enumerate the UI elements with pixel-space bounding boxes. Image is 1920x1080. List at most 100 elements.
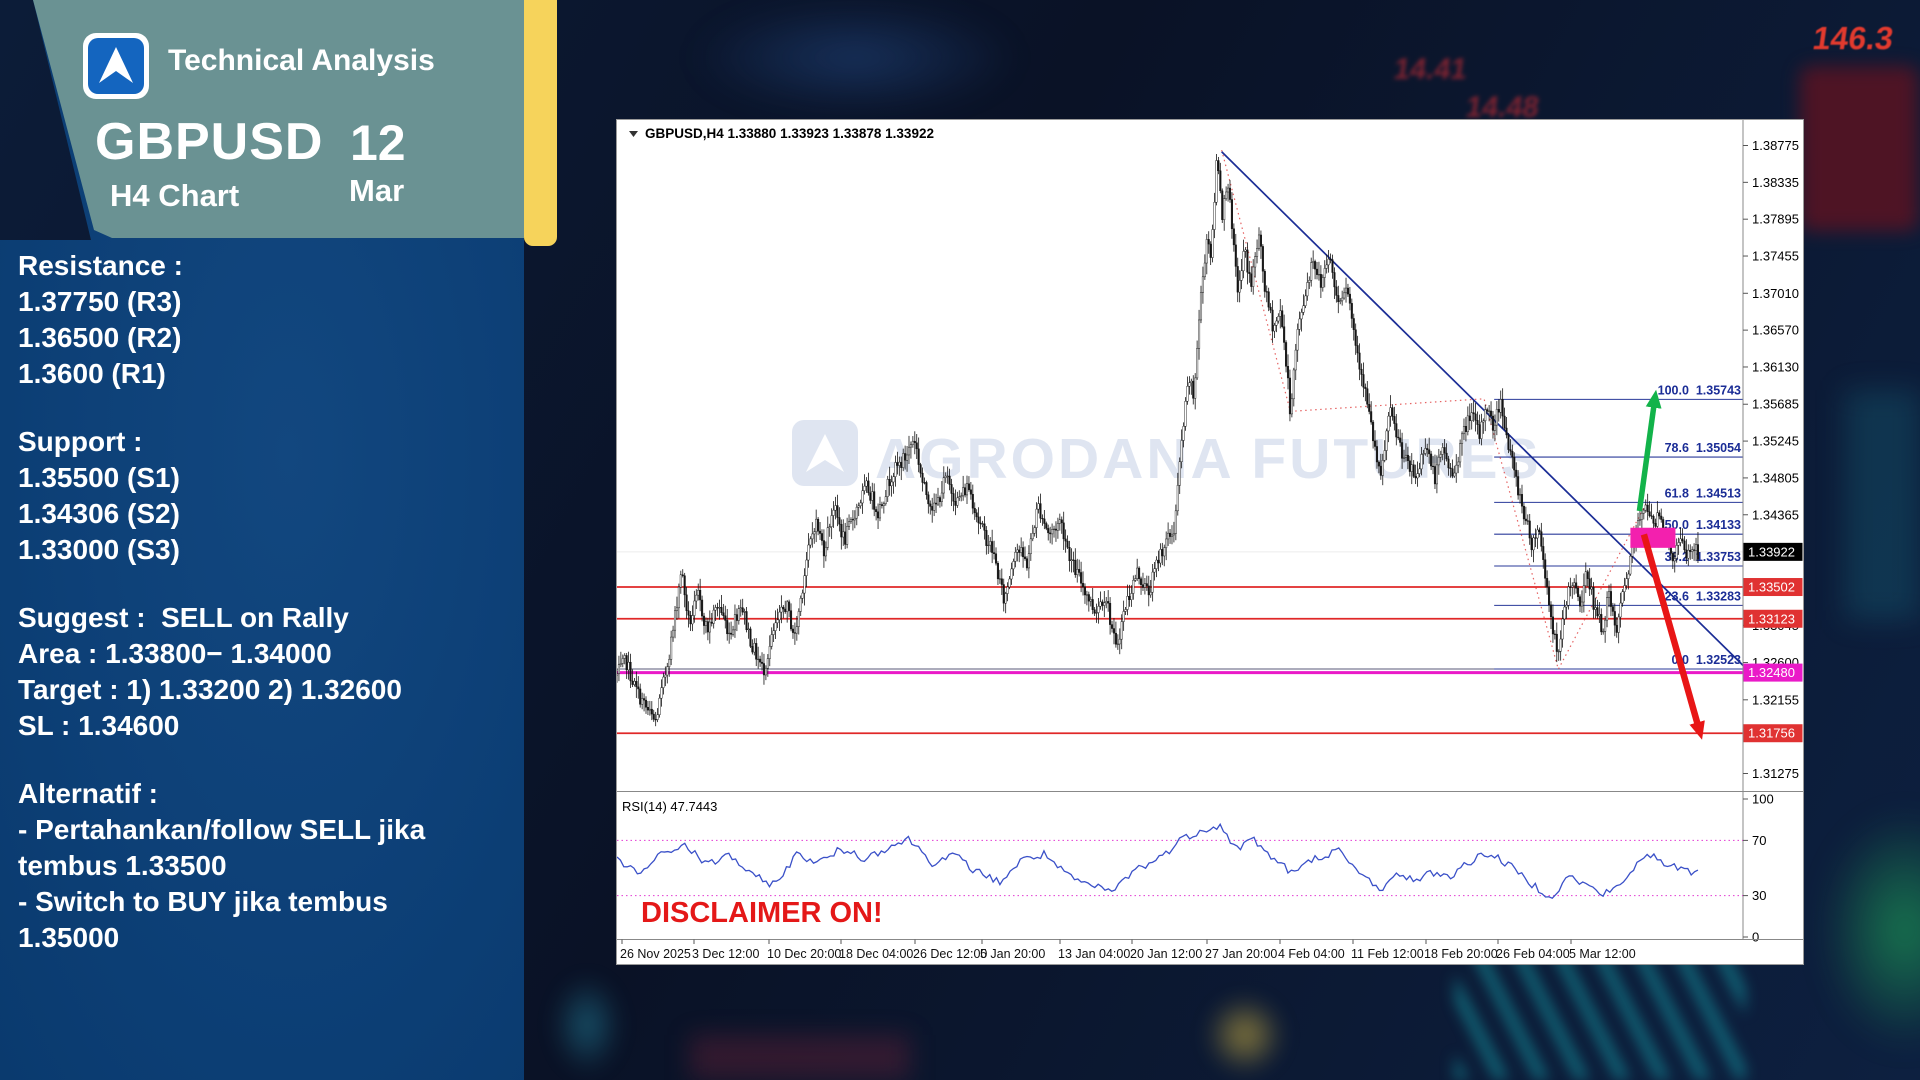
svg-text:1.33922: 1.33922 xyxy=(1748,544,1795,559)
candles xyxy=(617,154,1699,727)
svg-text:27 Jan 20:00: 27 Jan 20:00 xyxy=(1205,947,1277,961)
bg-blue-glow xyxy=(690,0,1020,115)
trading-chart: AGRODANA FUTURES 100.0 1.35743 78.6 1.35054 6… xyxy=(617,120,1803,961)
bull-arrow xyxy=(1636,389,1662,512)
svg-text:1.34133: 1.34133 xyxy=(1696,518,1741,532)
bg-green-glow xyxy=(1820,810,1920,1050)
rsi-label: RSI(14) 47.7443 xyxy=(622,799,717,814)
analysis-line: 1.36500 (R2) xyxy=(18,322,182,353)
pair-title: GBPUSD xyxy=(95,113,324,171)
svg-text:23.6: 23.6 xyxy=(1665,589,1689,603)
timeframe-label: H4 Chart xyxy=(110,178,240,213)
price-plot: AGRODANA FUTURES 100.0 1.35743 78.6 1.35054 6… xyxy=(617,149,1743,740)
svg-text:1.35245: 1.35245 xyxy=(1752,434,1799,449)
brand-title: Technical Analysis xyxy=(168,44,435,77)
svg-text:3 Dec 12:00: 3 Dec 12:00 xyxy=(692,947,759,961)
svg-text:20 Jan 12:00: 20 Jan 12:00 xyxy=(1130,947,1202,961)
svg-text:1.31275: 1.31275 xyxy=(1752,766,1799,781)
price-tag xyxy=(1743,724,1803,743)
resistance-block: Resistance : 1.37750 (R3) 1.36500 (R2) 1.36… xyxy=(18,248,183,392)
svg-text:1.33753: 1.33753 xyxy=(1696,550,1741,564)
svg-text:1.38775: 1.38775 xyxy=(1752,138,1799,153)
svg-text:18 Feb 20:00: 18 Feb 20:00 xyxy=(1424,947,1498,961)
svg-text:1.37455: 1.37455 xyxy=(1752,249,1799,264)
svg-text:1.31756: 1.31756 xyxy=(1748,726,1795,741)
svg-text:13 Jan 04:00: 13 Jan 04:00 xyxy=(1058,947,1130,961)
bg-red-panel-glow xyxy=(1800,66,1918,231)
sell-zone xyxy=(1630,527,1676,548)
svg-text:11 Feb 12:00: 11 Feb 12:00 xyxy=(1351,947,1424,961)
date-day: 12 xyxy=(350,115,406,171)
zigzag-line xyxy=(1221,149,1647,671)
yellow-accent-bar xyxy=(524,0,557,246)
price-tag xyxy=(1743,542,1803,561)
alternatif-block: Alternatif : - Pertahankan/follow SELL ji… xyxy=(18,776,425,956)
analysis-line: 1.33000 (S3) xyxy=(18,534,180,565)
svg-text:1.37010: 1.37010 xyxy=(1752,286,1799,301)
suggest-block: Suggest : SELL on Rally Area : 1.33800− 1… xyxy=(18,600,402,744)
symbol-dropdown-icon[interactable] xyxy=(629,131,638,137)
bg-red-glow-bottom xyxy=(690,1035,910,1080)
price-tag xyxy=(1743,663,1803,682)
svg-text:1.32155: 1.32155 xyxy=(1752,692,1799,707)
svg-text:70: 70 xyxy=(1752,833,1766,848)
svg-text:1.36570: 1.36570 xyxy=(1752,323,1799,338)
bg-cyan-glow xyxy=(552,975,622,1075)
analysis-line: Resistance : xyxy=(18,250,183,281)
price-tag xyxy=(1743,578,1803,597)
svg-text:1.34805: 1.34805 xyxy=(1752,470,1799,485)
analysis-line: tembus 1.33500 xyxy=(18,850,227,881)
analysis-line: Area : 1.33800− 1.34000 xyxy=(18,638,332,669)
svg-text:1.36130: 1.36130 xyxy=(1752,359,1799,374)
svg-text:1.32523: 1.32523 xyxy=(1696,653,1741,667)
svg-text:26 Nov 2025: 26 Nov 2025 xyxy=(620,947,691,961)
svg-text:1.34365: 1.34365 xyxy=(1752,507,1799,522)
analysis-line: 1.35000 xyxy=(18,922,120,953)
svg-text:26 Feb 04:00: 26 Feb 04:00 xyxy=(1496,947,1570,961)
svg-text:1.38335: 1.38335 xyxy=(1752,175,1799,190)
svg-text:1.35743: 1.35743 xyxy=(1696,383,1741,397)
chart-window: AGRODANA FUTURES 100.0 1.35743 78.6 1.35054 6… xyxy=(616,119,1804,965)
svg-text:AGRODANA FUTURES: AGRODANA FUTURES xyxy=(875,427,1542,491)
bg-yellow-glow xyxy=(1205,995,1285,1075)
svg-text:4 Feb 04:00: 4 Feb 04:00 xyxy=(1278,947,1345,961)
date-month: Mar xyxy=(349,173,405,208)
svg-text:5 Mar 12:00: 5 Mar 12:00 xyxy=(1569,947,1636,961)
watermark: AGRODANA FUTURES xyxy=(792,420,1542,491)
svg-text:26 Dec 12:00: 26 Dec 12:00 xyxy=(913,947,987,961)
analysis-line: SL : 1.34600 xyxy=(18,710,180,741)
bg-teal-streaks xyxy=(1455,945,1745,1080)
svg-text:1.33283: 1.33283 xyxy=(1696,589,1741,603)
analysis-line: 1.37750 (R3) xyxy=(18,286,182,317)
svg-text:0: 0 xyxy=(1752,930,1759,945)
brand-logo-icon xyxy=(88,38,144,94)
analysis-line: 1.34306 (S2) xyxy=(18,498,180,529)
svg-text:30: 30 xyxy=(1752,888,1766,903)
support-block: Support : 1.35500 (S1) 1.34306 (S2) 1.33000… xyxy=(18,424,180,568)
svg-text:10 Dec 20:00: 10 Dec 20:00 xyxy=(767,947,841,961)
analysis-line: Suggest : SELL on Rally xyxy=(18,602,349,633)
price-tag xyxy=(1743,609,1803,628)
analysis-line: 1.3600 (R1) xyxy=(18,358,166,389)
svg-text:1.35685: 1.35685 xyxy=(1752,397,1799,412)
analysis-line: - Switch to BUY jika tembus xyxy=(18,886,388,917)
brand-logo xyxy=(83,33,149,99)
svg-text:1.33123: 1.33123 xyxy=(1748,611,1795,626)
rsi-panel xyxy=(617,822,1743,899)
svg-text:1.33502: 1.33502 xyxy=(1748,580,1795,595)
analysis-line: Support : xyxy=(18,426,143,457)
bg-teal-glow-right xyxy=(1845,390,1920,620)
svg-text:1.34513: 1.34513 xyxy=(1696,486,1741,500)
analysis-line: Target : 1) 1.33200 2) 1.32600 xyxy=(18,674,402,705)
analysis-line: 1.35500 (S1) xyxy=(18,462,180,493)
bg-price-number: 146.3 xyxy=(1810,20,1896,56)
svg-text:100: 100 xyxy=(1752,792,1774,807)
bg-time-number-1: 14.41 xyxy=(1391,54,1469,86)
svg-text:1.37895: 1.37895 xyxy=(1752,212,1799,227)
svg-text:78.6: 78.6 xyxy=(1665,441,1689,455)
svg-text:5 Jan 20:00: 5 Jan 20:00 xyxy=(980,947,1045,961)
svg-text:1.32480: 1.32480 xyxy=(1748,665,1795,680)
